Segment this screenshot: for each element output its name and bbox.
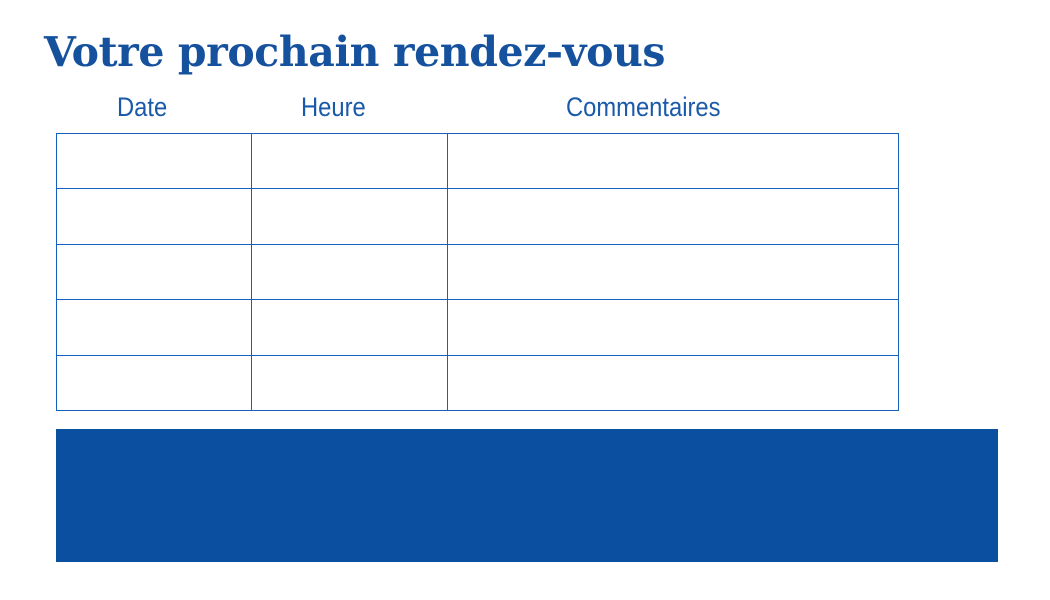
cell-date[interactable] <box>56 243 252 301</box>
table-row <box>56 132 899 190</box>
cell-heure[interactable] <box>251 299 448 356</box>
cell-heure[interactable] <box>251 354 448 411</box>
blue-banner-panel <box>56 429 998 562</box>
cell-date[interactable] <box>56 188 252 245</box>
column-header-commentaires: Commentaires <box>566 92 721 122</box>
cell-commentaires[interactable] <box>447 132 899 190</box>
page-title: Votre prochain rendez-vous <box>44 28 666 76</box>
cell-date[interactable] <box>56 354 252 411</box>
column-header-heure: Heure <box>301 92 366 122</box>
cell-commentaires[interactable] <box>447 243 899 301</box>
table-row <box>56 299 899 356</box>
table-row <box>56 188 899 245</box>
cell-commentaires[interactable] <box>447 299 899 356</box>
column-header-date: Date <box>117 92 168 122</box>
table-row <box>56 354 899 411</box>
cell-heure[interactable] <box>251 243 448 301</box>
cell-commentaires[interactable] <box>447 188 899 245</box>
cell-commentaires[interactable] <box>447 354 899 411</box>
cell-heure[interactable] <box>251 188 448 245</box>
cell-date[interactable] <box>56 132 252 190</box>
cell-heure[interactable] <box>251 132 448 190</box>
appointment-table <box>56 132 899 411</box>
table-row <box>56 243 899 301</box>
cell-date[interactable] <box>56 299 252 356</box>
appointment-table-body <box>56 132 899 411</box>
table-column-headers: Date Heure Commentaires <box>56 91 895 125</box>
